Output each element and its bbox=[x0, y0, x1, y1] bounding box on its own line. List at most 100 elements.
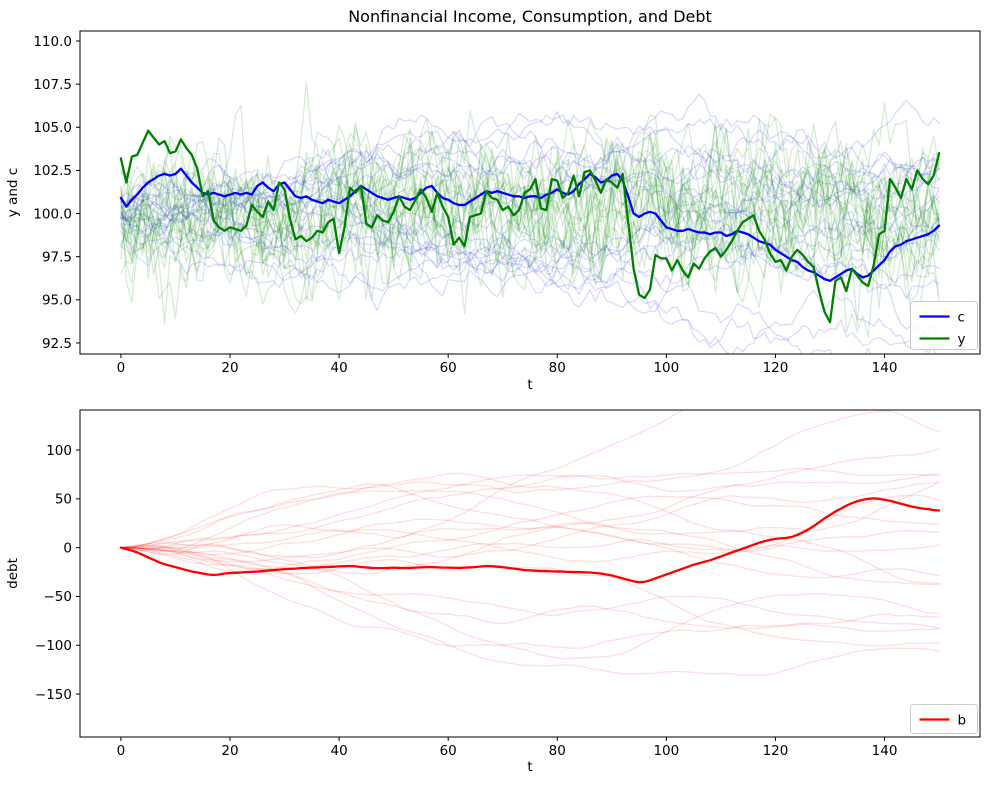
x-tick-label: 80 bbox=[549, 743, 566, 759]
top-yaxis-label: y and c bbox=[5, 168, 21, 217]
chart-title: Nonfinancial Income, Consumption, and De… bbox=[348, 7, 712, 26]
series-line-b bbox=[119, 497, 941, 584]
c-simulation-paths bbox=[120, 115, 940, 229]
c-simulation-paths bbox=[120, 194, 940, 314]
y-simulation-paths bbox=[120, 104, 940, 287]
b-simulation-paths bbox=[120, 483, 940, 579]
c-simulation-paths bbox=[120, 160, 940, 270]
plot-area-0: 0 20 40 60 80 100 120 140 92.5 95.0 97.5 100.0 102.5… bbox=[33, 30, 981, 376]
y-tick-label: −150 bbox=[35, 687, 72, 703]
y-simulation-paths bbox=[120, 101, 940, 294]
y-simulation-paths bbox=[120, 109, 940, 298]
b-simulation-paths bbox=[120, 546, 940, 649]
y-simulation-paths bbox=[120, 145, 940, 308]
x-tick-label: 140 bbox=[872, 360, 898, 376]
y-simulation-paths bbox=[120, 121, 940, 338]
c-simulation-paths bbox=[120, 150, 940, 283]
axis-ticks: 0 20 40 60 80 100 120 140 92.5 95.0 97.5 100.0 102.5… bbox=[33, 34, 897, 376]
b-simulation-paths bbox=[120, 544, 940, 676]
top-xaxis-label: t bbox=[527, 377, 532, 393]
x-tick-label: 60 bbox=[440, 743, 457, 759]
axes-spines bbox=[79, 409, 981, 738]
b-simulation-paths bbox=[120, 472, 940, 584]
legend: cy bbox=[910, 301, 978, 350]
x-tick-label: 80 bbox=[549, 360, 566, 376]
axis-ticks: 0 20 40 60 80 100 120 140 −150 −100 −50 0 50 100 bbox=[35, 443, 898, 759]
c-simulation-paths bbox=[120, 146, 940, 248]
y-simulation-paths bbox=[120, 137, 940, 278]
y-simulation-paths bbox=[120, 122, 940, 300]
x-tick-label: 0 bbox=[117, 743, 126, 759]
y-tick-label: 100 bbox=[46, 443, 72, 459]
b-simulation-paths bbox=[120, 518, 940, 556]
c-simulation-paths bbox=[120, 223, 872, 354]
b-simulation-paths bbox=[120, 546, 940, 660]
plot-area-1: 0 20 40 60 80 100 120 140 −150 −100 −50 0 50 100 b bbox=[35, 409, 981, 759]
y-simulation-paths bbox=[120, 81, 940, 280]
y-tick-label: 97.5 bbox=[42, 249, 72, 265]
b-simulation-paths bbox=[120, 467, 940, 549]
b-simulation-paths bbox=[120, 495, 940, 570]
b-simulation-paths bbox=[120, 448, 940, 575]
c-simulation-paths bbox=[120, 188, 940, 347]
x-tick-label: 100 bbox=[653, 360, 679, 376]
y-simulation-paths bbox=[120, 120, 940, 299]
b-simulation-paths bbox=[120, 546, 940, 629]
y-simulation-paths bbox=[120, 127, 940, 287]
b-simulation-paths bbox=[120, 524, 940, 555]
x-tick-label: 120 bbox=[763, 743, 789, 759]
c-simulation-paths bbox=[120, 170, 938, 354]
series-line-c bbox=[119, 167, 941, 282]
c-simulation-paths bbox=[120, 134, 940, 298]
c-simulation-paths bbox=[120, 148, 940, 238]
y-tick-label: 107.5 bbox=[33, 77, 72, 93]
y-tick-label: 50 bbox=[55, 492, 72, 508]
c-simulation-paths bbox=[120, 208, 940, 354]
b-simulation-paths bbox=[120, 410, 684, 550]
x-tick-label: 20 bbox=[221, 743, 238, 759]
c-simulation-paths bbox=[120, 110, 940, 221]
bottom-yaxis-label: debt bbox=[5, 558, 21, 589]
b-simulation-paths bbox=[120, 481, 940, 552]
c-simulation-paths bbox=[120, 93, 940, 230]
y-simulation-paths bbox=[120, 119, 940, 309]
legend-label: y bbox=[958, 332, 966, 348]
y-tick-label: −100 bbox=[35, 638, 72, 654]
c-simulation-paths bbox=[120, 199, 940, 312]
background-paths bbox=[120, 81, 940, 354]
c-simulation-paths bbox=[120, 173, 940, 287]
legend-label: c bbox=[958, 310, 965, 326]
y-tick-label: −50 bbox=[44, 589, 73, 605]
y-tick-label: 0 bbox=[63, 540, 72, 556]
b-simulation-paths bbox=[120, 546, 940, 647]
y-simulation-paths bbox=[120, 132, 940, 302]
x-tick-label: 0 bbox=[117, 360, 126, 376]
c-simulation-paths bbox=[120, 186, 940, 296]
y-simulation-paths bbox=[120, 127, 940, 319]
x-tick-label: 40 bbox=[330, 360, 347, 376]
b-simulation-paths bbox=[120, 546, 940, 632]
x-tick-label: 20 bbox=[221, 360, 238, 376]
x-tick-label: 100 bbox=[653, 743, 679, 759]
c-simulation-paths bbox=[120, 114, 940, 210]
legend-label: b bbox=[958, 713, 967, 729]
x-tick-label: 60 bbox=[440, 360, 457, 376]
b-simulation-paths bbox=[120, 481, 940, 563]
y-tick-label: 102.5 bbox=[33, 163, 72, 179]
y-tick-label: 110.0 bbox=[33, 34, 72, 50]
b-simulation-paths bbox=[120, 522, 940, 586]
x-tick-label: 120 bbox=[763, 360, 789, 376]
y-tick-label: 100.0 bbox=[33, 206, 72, 222]
y-tick-label: 95.0 bbox=[42, 293, 72, 309]
bottom-xaxis-label: t bbox=[527, 759, 532, 775]
legend-box bbox=[910, 301, 978, 350]
b-simulation-paths bbox=[120, 473, 940, 552]
y-tick-label: 92.5 bbox=[42, 336, 72, 352]
x-tick-label: 40 bbox=[330, 743, 347, 759]
legend: b bbox=[910, 704, 978, 734]
y-simulation-paths bbox=[120, 129, 940, 305]
axes-spines bbox=[79, 30, 981, 355]
c-simulation-paths bbox=[120, 99, 940, 243]
